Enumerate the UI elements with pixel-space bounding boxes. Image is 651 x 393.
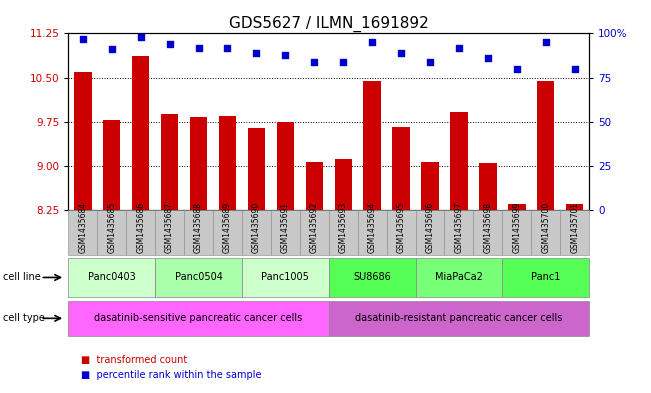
Point [540, 39, 551, 45]
Bar [537, 81, 555, 210]
Text: GSM1435686: GSM1435686 [136, 202, 145, 253]
Bar [219, 116, 236, 210]
Point [309, 59, 320, 65]
Bar [363, 81, 381, 210]
Text: GSM1435695: GSM1435695 [396, 202, 406, 253]
Text: GSM1435692: GSM1435692 [310, 202, 319, 253]
Bar [190, 117, 207, 210]
Text: Panc1005: Panc1005 [262, 272, 309, 283]
Point [251, 50, 262, 56]
Bar [335, 159, 352, 210]
Point [396, 50, 406, 56]
Text: GSM1435693: GSM1435693 [339, 202, 348, 253]
Text: Panc1: Panc1 [531, 272, 561, 283]
Text: GSM1435697: GSM1435697 [454, 202, 464, 253]
Bar [248, 128, 265, 210]
Point [77, 35, 88, 42]
Point [135, 34, 146, 40]
Text: Panc0504: Panc0504 [174, 272, 223, 283]
Point [338, 59, 348, 65]
Text: ■  percentile rank within the sample: ■ percentile rank within the sample [81, 370, 262, 380]
Bar [393, 127, 409, 210]
Point [512, 66, 522, 72]
Bar [508, 204, 525, 210]
Text: GSM1435690: GSM1435690 [252, 202, 261, 253]
Text: Panc0403: Panc0403 [88, 272, 135, 283]
Text: GSM1435694: GSM1435694 [368, 202, 377, 253]
Point [280, 51, 290, 58]
Text: cell line: cell line [3, 272, 41, 283]
Bar [277, 122, 294, 210]
Bar [103, 120, 120, 210]
Text: GSM1435691: GSM1435691 [281, 202, 290, 253]
Text: GSM1435685: GSM1435685 [107, 202, 117, 253]
Point [570, 66, 580, 72]
Bar [479, 163, 497, 210]
Text: GSM1435700: GSM1435700 [541, 202, 550, 253]
Text: GSM1435699: GSM1435699 [512, 202, 521, 253]
Text: GSM1435696: GSM1435696 [426, 202, 434, 253]
Point [165, 41, 175, 47]
Text: GSM1435684: GSM1435684 [78, 202, 87, 253]
Point [367, 39, 378, 45]
Bar [566, 204, 583, 210]
Text: dasatinib-sensitive pancreatic cancer cells: dasatinib-sensitive pancreatic cancer ce… [94, 313, 303, 323]
Text: GSM1435687: GSM1435687 [165, 202, 174, 253]
Text: cell type: cell type [3, 313, 45, 323]
Bar [161, 114, 178, 210]
Text: MiaPaCa2: MiaPaCa2 [435, 272, 483, 283]
Point [222, 44, 232, 51]
Point [425, 59, 436, 65]
Text: GSM1435701: GSM1435701 [570, 202, 579, 253]
Text: dasatinib-resistant pancreatic cancer cells: dasatinib-resistant pancreatic cancer ce… [355, 313, 562, 323]
Bar [305, 162, 323, 210]
Text: SU8686: SU8686 [353, 272, 391, 283]
Bar [421, 162, 439, 210]
Text: GSM1435688: GSM1435688 [194, 202, 203, 253]
Bar [132, 56, 149, 210]
Text: GSM1435698: GSM1435698 [484, 202, 492, 253]
Bar [74, 72, 92, 210]
Point [454, 44, 464, 51]
Bar [450, 112, 467, 210]
Text: GDS5627 / ILMN_1691892: GDS5627 / ILMN_1691892 [229, 16, 428, 32]
Point [482, 55, 493, 61]
Text: ■  transformed count: ■ transformed count [81, 354, 187, 365]
Point [107, 46, 117, 52]
Text: GSM1435689: GSM1435689 [223, 202, 232, 253]
Point [193, 44, 204, 51]
